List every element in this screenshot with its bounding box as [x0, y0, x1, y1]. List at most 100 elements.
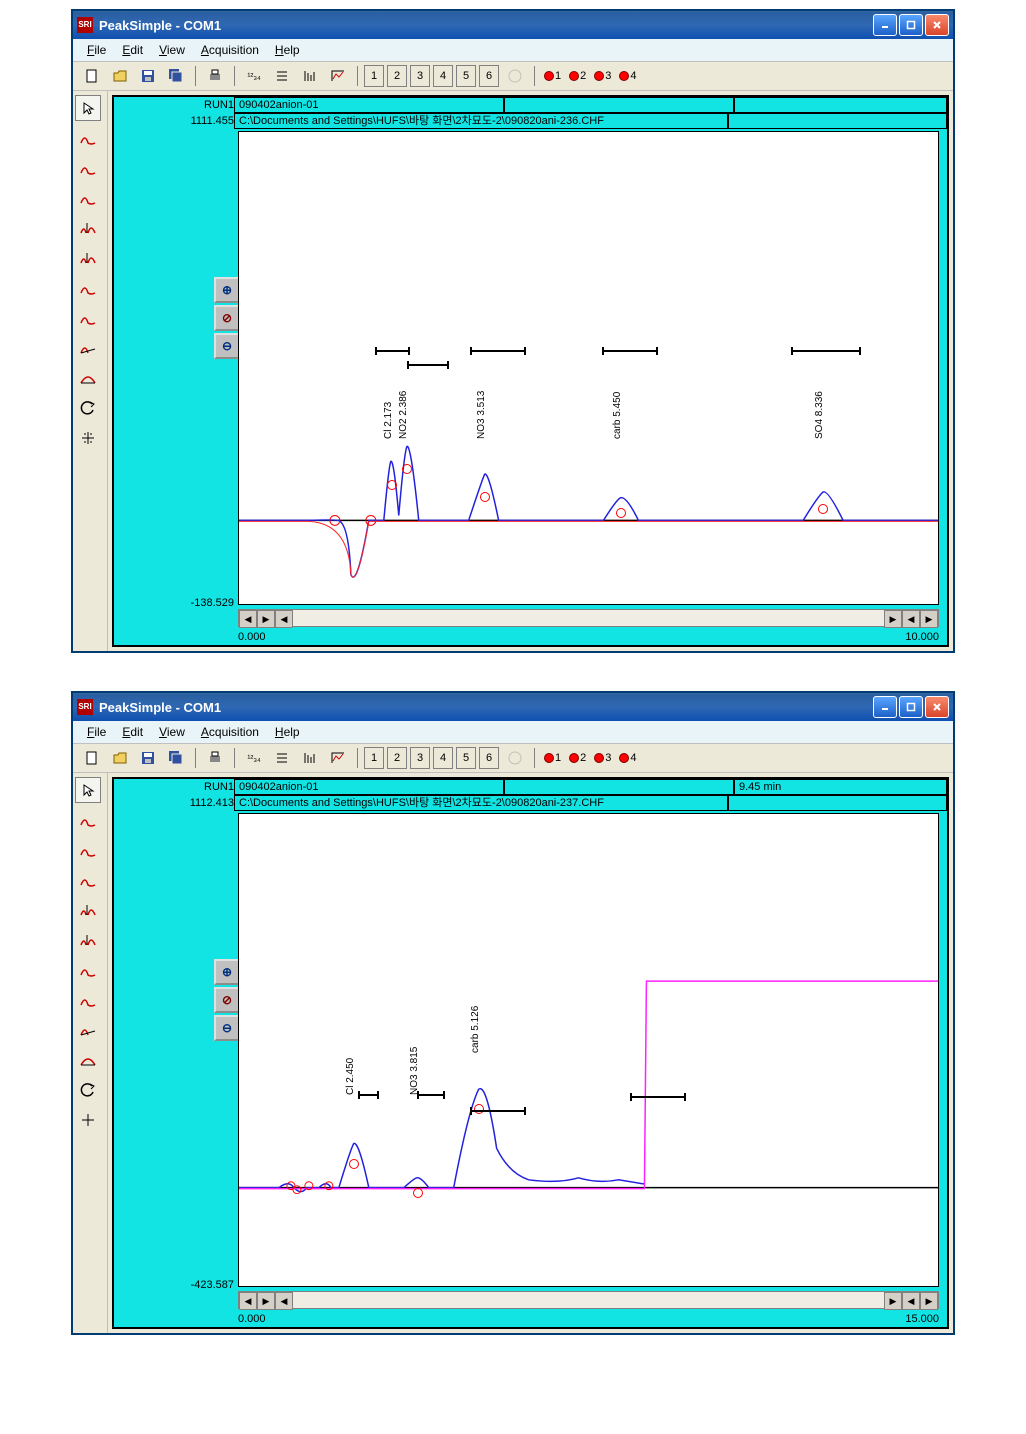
zoom-in-button[interactable]: ⊕ — [214, 277, 240, 303]
scroll-right-icon[interactable]: ◀ — [902, 1292, 920, 1310]
channel-button-2[interactable]: 2 — [387, 65, 407, 87]
list-icon[interactable] — [269, 746, 295, 770]
undo-icon[interactable] — [75, 395, 101, 421]
scroll-left-icon[interactable]: ▶ — [257, 1292, 275, 1310]
open-file-icon[interactable] — [107, 746, 133, 770]
peak-tool-icon[interactable] — [75, 867, 101, 893]
plot-area[interactable]: Cl 2.173NO2 2.386NO3 3.513carb 5.450SO4 … — [238, 131, 939, 605]
cursor-icon[interactable] — [75, 777, 101, 803]
zoom-reset-button[interactable]: ⊘ — [214, 305, 240, 331]
new-file-icon[interactable] — [79, 64, 105, 88]
cursor-icon[interactable] — [75, 95, 101, 121]
menu-acquisition[interactable]: Acquisition — [193, 41, 267, 59]
run-indicator-4[interactable]: 4 — [616, 70, 639, 82]
menu-file[interactable]: File — [79, 723, 114, 741]
peak-tool-4-icon[interactable] — [75, 215, 101, 241]
save-all-icon[interactable] — [163, 746, 189, 770]
peak-tool-icon[interactable] — [75, 1047, 101, 1073]
open-file-icon[interactable] — [107, 64, 133, 88]
numbers-icon[interactable]: ¹²₃₄ — [241, 64, 267, 88]
run-indicator-4[interactable]: 4 — [616, 752, 639, 764]
print-icon[interactable] — [202, 746, 228, 770]
peak-tool-2-icon[interactable] — [75, 155, 101, 181]
zoom-out-button[interactable]: ⊖ — [214, 1015, 240, 1041]
run-indicator-2[interactable]: 2 — [566, 70, 589, 82]
peak-tool-icon[interactable] — [75, 837, 101, 863]
peak-tool-7-icon[interactable] — [75, 305, 101, 331]
scroll-left-icon[interactable]: ▶ — [257, 610, 275, 628]
bars-icon[interactable] — [297, 746, 323, 770]
save-all-icon[interactable] — [163, 64, 189, 88]
scroll-left-fast-icon[interactable]: ◀ — [239, 610, 257, 628]
peak-tool-6-icon[interactable] — [75, 275, 101, 301]
menu-file[interactable]: File — [79, 41, 114, 59]
menu-edit[interactable]: Edit — [114, 41, 151, 59]
zoom-out-button[interactable]: ⊖ — [214, 333, 240, 359]
list-icon[interactable] — [269, 64, 295, 88]
peak-tool-icon[interactable] — [75, 807, 101, 833]
peak-tool-8-icon[interactable] — [75, 335, 101, 361]
channel-button-6[interactable]: 6 — [479, 65, 499, 87]
scroll-right-step-icon[interactable]: ▶ — [884, 1292, 902, 1310]
title-bar[interactable]: SRI PeakSimple - COM1 — [73, 693, 953, 721]
run-indicator-3[interactable]: 3 — [591, 70, 614, 82]
scroll-left-fast-icon[interactable]: ◀ — [239, 1292, 257, 1310]
print-icon[interactable] — [202, 64, 228, 88]
scroll-right-icon[interactable]: ◀ — [902, 610, 920, 628]
scroll-left-step-icon[interactable]: ◀ — [275, 610, 293, 628]
bars-icon[interactable] — [297, 64, 323, 88]
menu-view[interactable]: View — [151, 723, 193, 741]
title-bar[interactable]: SRI PeakSimple - COM1 — [73, 11, 953, 39]
chart-icon[interactable] — [325, 746, 351, 770]
save-icon[interactable] — [135, 64, 161, 88]
zoom-in-button[interactable]: ⊕ — [214, 959, 240, 985]
minimize-button[interactable] — [873, 696, 897, 718]
run-indicator-1[interactable]: 1 — [541, 752, 564, 764]
crosshair-icon[interactable] — [75, 1107, 101, 1133]
channel-button-3[interactable]: 3 — [410, 65, 430, 87]
channel-button-1[interactable]: 1 — [364, 65, 384, 87]
menu-view[interactable]: View — [151, 41, 193, 59]
scroll-track[interactable] — [293, 610, 884, 626]
plot-area[interactable]: Cl 2.450NO3 3.815carb 5.126 — [238, 813, 939, 1287]
menu-help[interactable]: Help — [267, 41, 308, 59]
x-scrollbar[interactable]: ◀ ▶ ◀ ▶ ◀ ▶ — [238, 1291, 939, 1309]
globe-icon[interactable] — [502, 64, 528, 88]
channel-button-6[interactable]: 6 — [479, 747, 499, 769]
scroll-right-fast-icon[interactable]: ▶ — [920, 610, 938, 628]
scroll-right-step-icon[interactable]: ▶ — [884, 610, 902, 628]
crosshair-icon[interactable] — [75, 425, 101, 451]
run-indicator-1[interactable]: 1 — [541, 70, 564, 82]
peak-tool-icon[interactable] — [75, 957, 101, 983]
menu-acquisition[interactable]: Acquisition — [193, 723, 267, 741]
scroll-track[interactable] — [293, 1292, 884, 1308]
peak-tool-icon[interactable] — [75, 897, 101, 923]
peak-tool-icon[interactable] — [75, 1017, 101, 1043]
close-button[interactable] — [925, 696, 949, 718]
numbers-icon[interactable]: ¹²₃₄ — [241, 746, 267, 770]
maximize-button[interactable] — [899, 14, 923, 36]
scroll-right-fast-icon[interactable]: ▶ — [920, 1292, 938, 1310]
save-icon[interactable] — [135, 746, 161, 770]
channel-button-2[interactable]: 2 — [387, 747, 407, 769]
new-file-icon[interactable] — [79, 746, 105, 770]
chart-icon[interactable] — [325, 64, 351, 88]
channel-button-1[interactable]: 1 — [364, 747, 384, 769]
x-scrollbar[interactable]: ◀ ▶ ◀ ▶ ◀ ▶ — [238, 609, 939, 627]
zoom-reset-button[interactable]: ⊘ — [214, 987, 240, 1013]
close-button[interactable] — [925, 14, 949, 36]
run-indicator-2[interactable]: 2 — [566, 752, 589, 764]
channel-button-5[interactable]: 5 — [456, 747, 476, 769]
peak-tool-icon[interactable] — [75, 987, 101, 1013]
globe-icon[interactable] — [502, 746, 528, 770]
menu-edit[interactable]: Edit — [114, 723, 151, 741]
channel-button-3[interactable]: 3 — [410, 747, 430, 769]
peak-tool-9-icon[interactable] — [75, 365, 101, 391]
peak-tool-icon[interactable] — [75, 927, 101, 953]
run-indicator-3[interactable]: 3 — [591, 752, 614, 764]
maximize-button[interactable] — [899, 696, 923, 718]
peak-tool-1-icon[interactable] — [75, 125, 101, 151]
peak-tool-3-icon[interactable] — [75, 185, 101, 211]
menu-help[interactable]: Help — [267, 723, 308, 741]
channel-button-4[interactable]: 4 — [433, 747, 453, 769]
